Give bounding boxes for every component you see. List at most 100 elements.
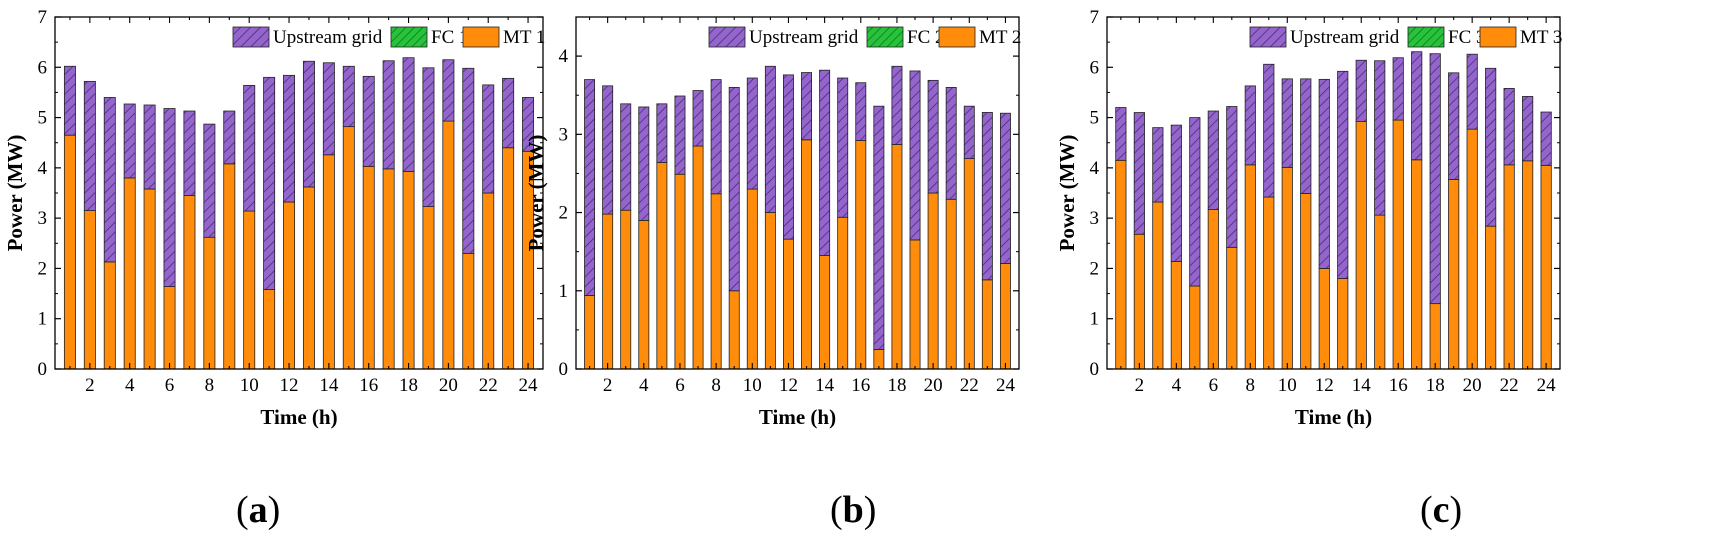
- bar-upstream-grid-22: [963, 105, 975, 159]
- x-tick-label: 12: [1315, 375, 1334, 396]
- bar-mt-3-24: [1540, 164, 1552, 370]
- bar-mt-2-21: [945, 198, 957, 370]
- x-tick-label: 18: [887, 375, 906, 396]
- bar-upstream-grid-8: [203, 123, 216, 238]
- x-tick-label: 24: [1537, 375, 1557, 396]
- panel-label-a: a: [248, 489, 268, 531]
- bar-upstream-grid-17: [873, 105, 885, 350]
- bar-mt-3-6: [1207, 209, 1219, 370]
- bars: [1115, 51, 1552, 370]
- bar-upstream-grid-23: [981, 112, 993, 281]
- x-tick-label: 2: [85, 375, 95, 396]
- y-tick-label: 4: [559, 46, 569, 67]
- x-tick-label: 2: [1135, 375, 1145, 396]
- y-tick-label: 6: [1090, 57, 1100, 78]
- bar-mt-3-14: [1355, 121, 1367, 370]
- bar-upstream-grid-18: [1429, 53, 1441, 305]
- bar-mt-3-18: [1429, 303, 1441, 370]
- legend-label-upstream-grid: Upstream grid: [273, 27, 383, 48]
- bar-upstream-grid-7: [183, 110, 196, 196]
- legend-swatch-upstream-grid: [1249, 26, 1287, 48]
- y-tick-label: 2: [1090, 258, 1100, 279]
- bar-upstream-grid-19: [909, 70, 921, 241]
- bar-mt-1-11: [263, 289, 276, 370]
- bar-upstream-grid-2: [83, 80, 96, 211]
- bar-mt-1-6: [163, 286, 176, 370]
- x-tick-label: 2: [603, 375, 613, 396]
- bar-mt-3-22: [1503, 164, 1515, 370]
- bar-mt-2-3: [620, 209, 632, 370]
- bar-upstream-grid-8: [1244, 85, 1256, 166]
- bar-upstream-grid-22: [482, 84, 495, 194]
- y-tick-label: 1: [38, 309, 48, 330]
- bar-mt-2-10: [746, 188, 758, 370]
- x-tick-label: 16: [1389, 375, 1408, 396]
- x-tick-label: 22: [1500, 375, 1519, 396]
- x-tick-label: 8: [1246, 375, 1256, 396]
- bar-upstream-grid-24: [522, 97, 535, 152]
- bar-upstream-grid-15: [1374, 60, 1386, 216]
- bar-mt-2-11: [764, 212, 776, 370]
- legend: Upstream grid FC 1 MT 1: [232, 26, 545, 48]
- bar-mt-2-8: [710, 193, 722, 370]
- bar-upstream-grid-20: [927, 79, 939, 194]
- x-tick-label: 16: [851, 375, 870, 396]
- bar-mt-2-16: [855, 140, 867, 370]
- x-tick-label: 6: [165, 375, 175, 396]
- bar-upstream-grid-11: [764, 65, 776, 213]
- bar-upstream-grid-20: [1466, 53, 1478, 130]
- legend-swatch-mt-2: [938, 26, 976, 48]
- panel-label-b: b: [842, 489, 864, 531]
- legend-swatch-upstream-grid: [708, 26, 746, 48]
- bar-mt-3-5: [1189, 285, 1201, 370]
- legend-swatch-fc-1: [390, 26, 428, 48]
- y-axis-label: Power (MW): [3, 135, 27, 252]
- legend-label-mt-1: MT 1: [503, 27, 545, 48]
- x-tick-label: 14: [319, 375, 339, 396]
- bar-upstream-grid-18: [891, 65, 903, 145]
- x-tick-label: 14: [1352, 375, 1372, 396]
- bar-upstream-grid-10: [1281, 78, 1293, 168]
- legend-label-mt-3: MT 3: [1520, 27, 1562, 48]
- bar-upstream-grid-24: [999, 112, 1011, 264]
- bar-upstream-grid-21: [945, 87, 957, 200]
- y-tick-label: 0: [38, 359, 48, 380]
- bar-mt-1-20: [442, 120, 455, 370]
- bar-mt-1-22: [482, 192, 495, 370]
- bar-mt-3-16: [1392, 119, 1404, 370]
- bar-mt-3-19: [1448, 179, 1460, 370]
- bar-mt-2-1: [584, 295, 596, 370]
- legend-label-fc-3: FC 3: [1448, 27, 1486, 48]
- bar-mt-3-11: [1300, 193, 1312, 370]
- bar-upstream-grid-9: [728, 87, 740, 292]
- y-tick-label: 0: [1090, 359, 1100, 380]
- bar-upstream-grid-2: [602, 85, 614, 215]
- legend-label-fc-1: FC 1: [431, 27, 469, 48]
- bar-mt-2-14: [819, 255, 831, 370]
- bar-upstream-grid-13: [801, 72, 813, 141]
- x-tick-label: 24: [996, 375, 1016, 396]
- bar-upstream-grid-20: [442, 59, 455, 122]
- y-axis-label: Power (MW): [524, 135, 548, 252]
- bar-upstream-grid-23: [502, 77, 515, 149]
- panel-caption-b: (b): [830, 489, 877, 531]
- bars: [584, 65, 1011, 370]
- bar-upstream-grid-21: [1485, 67, 1497, 227]
- bar-mt-1-7: [183, 195, 196, 370]
- legend-label-fc-2: FC 2: [907, 27, 945, 48]
- x-tick-label: 20: [924, 375, 943, 396]
- x-tick-label: 20: [1463, 375, 1482, 396]
- bar-mt-3-23: [1522, 160, 1534, 370]
- bar-upstream-grid-3: [103, 97, 116, 263]
- bar-mt-1-23: [502, 147, 515, 370]
- bar-upstream-grid-10: [243, 84, 256, 212]
- bar-mt-1-13: [302, 186, 315, 370]
- bar-upstream-grid-9: [1263, 63, 1275, 198]
- bar-mt-3-12: [1318, 268, 1330, 370]
- x-tick-label: 10: [1278, 375, 1297, 396]
- bar-mt-2-20: [927, 192, 939, 370]
- panel-caption-a: (a): [236, 489, 281, 531]
- bar-upstream-grid-5: [656, 103, 668, 163]
